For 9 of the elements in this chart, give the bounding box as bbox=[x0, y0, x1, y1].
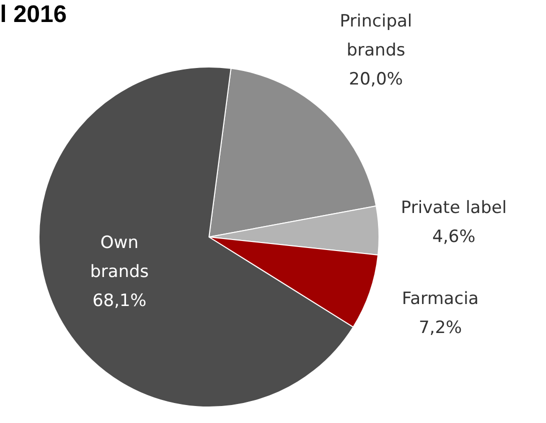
data-label: 7,2% bbox=[418, 318, 462, 338]
data-label: 20,0% bbox=[348, 70, 403, 90]
data-label: 4,6% bbox=[432, 226, 476, 247]
slice-label: Farmacia bbox=[402, 289, 479, 310]
data-label: 68,1% bbox=[92, 290, 146, 311]
slice-label: Principal brands bbox=[340, 12, 412, 61]
slice-label: Own brands bbox=[90, 232, 149, 282]
slice-label: Private label bbox=[400, 198, 507, 218]
chart-title: l 2016 bbox=[0, 1, 67, 28]
